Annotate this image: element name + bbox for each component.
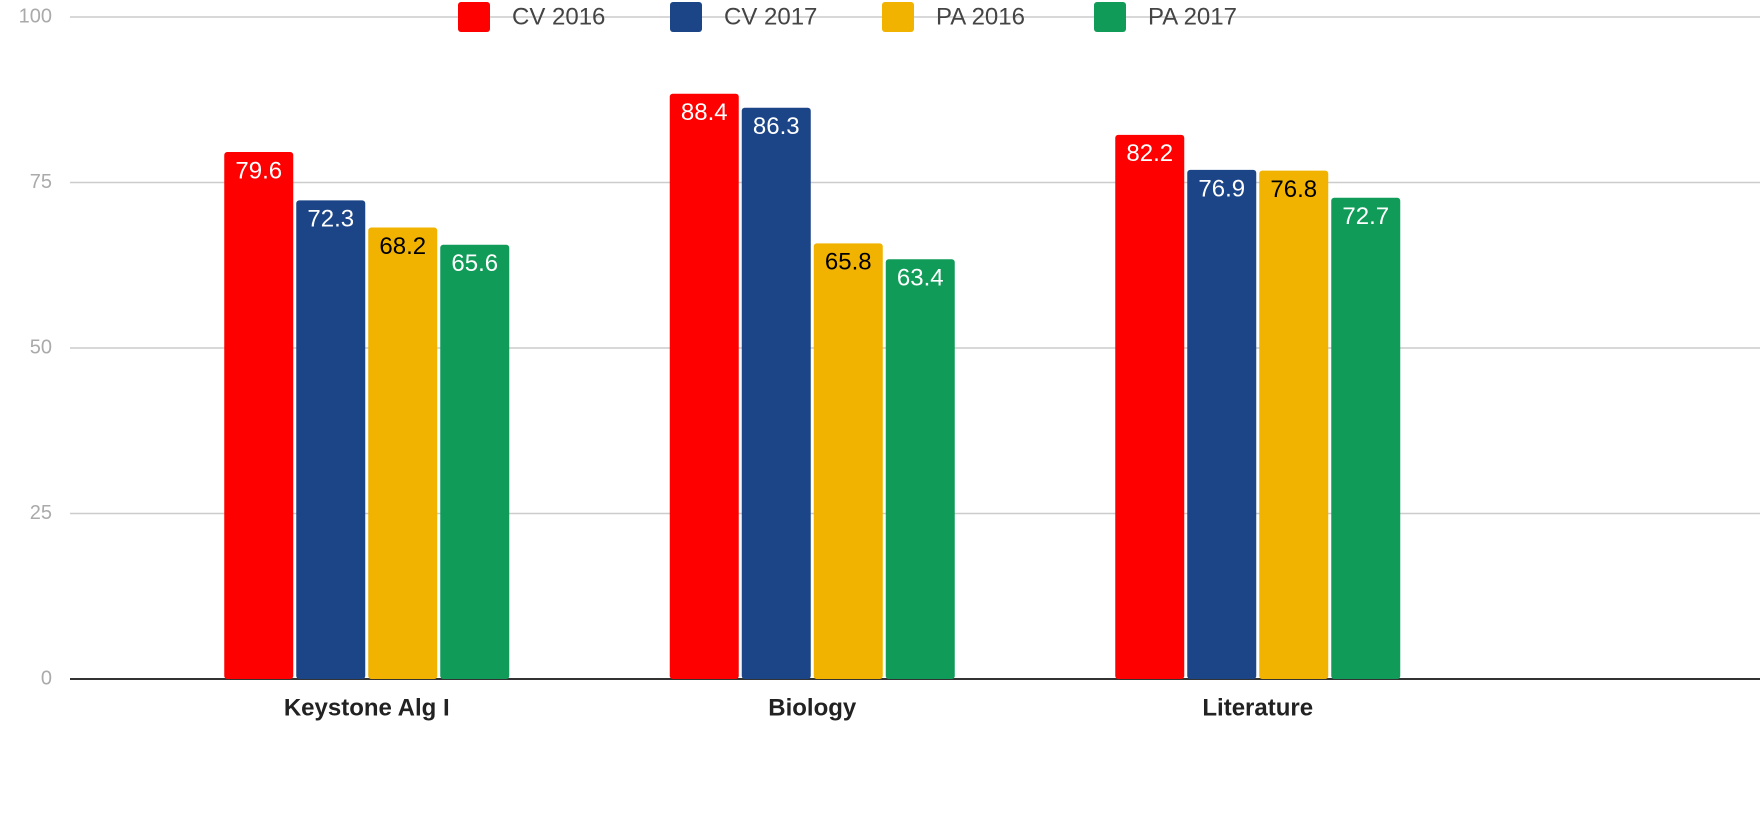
bar — [368, 227, 438, 680]
bar — [224, 152, 294, 680]
y-tick-label: 100 — [19, 5, 52, 27]
bar — [1187, 169, 1257, 679]
x-tick-label: Keystone Alg I — [284, 694, 450, 721]
value-label: 72.7 — [1342, 203, 1389, 230]
value-label: 79.6 — [235, 157, 282, 184]
x-tick-label: Literature — [1202, 694, 1313, 721]
value-label: 76.9 — [1198, 175, 1245, 202]
value-label: 82.2 — [1126, 140, 1173, 167]
bar — [1259, 170, 1329, 680]
bar — [440, 244, 510, 679]
value-label: 65.6 — [451, 250, 498, 277]
value-label: 88.4 — [681, 99, 728, 126]
value-label: 68.2 — [379, 233, 426, 260]
legend-swatch — [670, 2, 702, 32]
legend-swatch — [1094, 2, 1126, 32]
legend-swatch — [458, 2, 490, 32]
bar — [669, 93, 739, 680]
y-tick-label: 25 — [30, 502, 52, 524]
x-tick-label: Biology — [768, 694, 857, 721]
bar — [885, 259, 955, 679]
legend-label: CV 2016 — [512, 3, 605, 30]
y-tick-label: 50 — [30, 336, 52, 358]
legend-label: PA 2016 — [936, 3, 1025, 30]
legend-swatch — [882, 2, 914, 32]
value-label: 63.4 — [897, 265, 944, 292]
value-label: 76.8 — [1270, 176, 1317, 203]
y-tick-label: 0 — [41, 667, 52, 689]
value-label: 86.3 — [753, 113, 800, 140]
bar — [741, 107, 811, 680]
bar — [1331, 197, 1401, 679]
value-label: 65.8 — [825, 249, 872, 276]
legend-label: PA 2017 — [1148, 3, 1237, 30]
bar — [1115, 134, 1185, 679]
y-tick-label: 75 — [30, 171, 52, 193]
bar — [296, 200, 366, 679]
value-label: 72.3 — [307, 206, 354, 233]
legend-label: CV 2017 — [724, 3, 817, 30]
bar — [813, 243, 883, 680]
